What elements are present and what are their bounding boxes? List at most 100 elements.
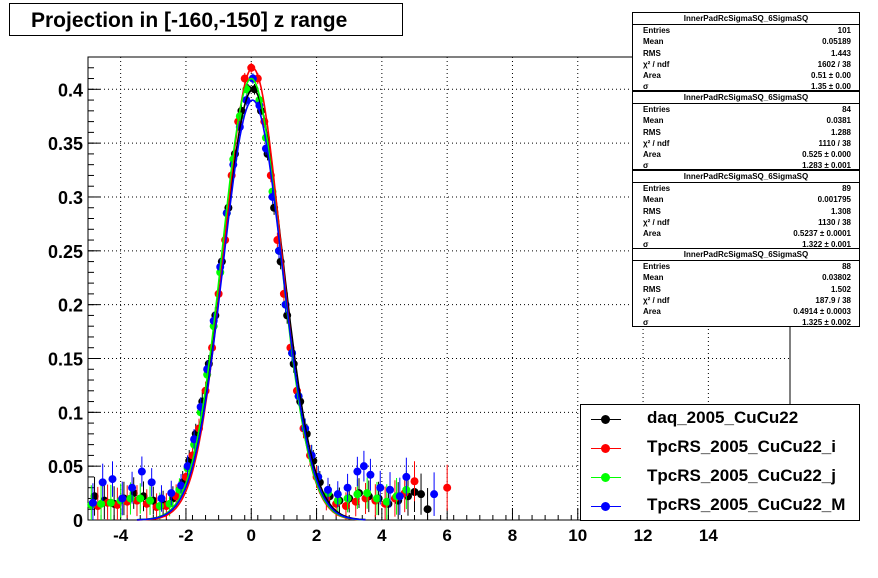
plot-title: Projection in [-160,-150] z range [9,3,403,36]
stats-key: χ² / ndf [643,59,669,70]
data-point [360,462,368,470]
legend-entry-tpcrs-i: TpcRS_2005_CuCu22_i [581,434,859,463]
stats-value: 88 [842,261,851,272]
data-point [89,499,97,507]
stats-row: Area 0.4914 ± 0.0003 [633,306,859,317]
y-tick-label: 0.35 [48,134,83,154]
stats-box-3: InnerPadRcSigmaSQ_6SigmaSQ Entries 89 Mean 0… [632,170,860,249]
data-point [324,486,332,494]
stats-key: χ² / ndf [643,217,669,228]
data-point [108,475,116,483]
x-tick-label: -2 [178,526,193,545]
y-tick-label: 0.15 [48,349,83,369]
data-point [411,477,419,485]
data-point [138,468,146,476]
x-tick-label: 6 [442,526,451,545]
stats-key: Mean [643,115,663,126]
stats-row: Entries 101 [633,25,859,36]
stats-value: 0.0381 [827,115,851,126]
x-tick-label: 4 [377,526,387,545]
y-tick-label: 0.3 [58,188,83,208]
data-point [156,502,164,510]
data-point [99,478,107,486]
stats-value: 1.308 [831,206,851,217]
stats-box-1: InnerPadRcSigmaSQ_6SigmaSQ Entries 101 Mean… [632,12,860,91]
stats-key: Mean [643,272,663,283]
x-tick-label: 12 [634,526,653,545]
stats-box-title: InnerPadRcSigmaSQ_6SigmaSQ [633,249,859,261]
data-point [148,478,156,486]
data-point [443,484,451,492]
x-tick-label: 0 [247,526,256,545]
stats-value: 1.502 [831,284,851,295]
stats-key: Area [643,149,661,160]
data-point [424,505,432,513]
stats-row: σ 1.325 ± 0.002 [633,317,859,328]
legend-marker [601,415,610,424]
data-point [430,490,438,498]
legend-marker [601,444,610,453]
legend-entry-daq: daq_2005_CuCu22 [581,405,859,434]
stats-key: Area [643,306,661,317]
x-tick-label: 2 [312,526,321,545]
stats-row: χ² / ndf 1130 / 38 [633,217,859,228]
stats-key: RMS [643,206,661,217]
data-point [146,497,154,505]
stats-value: 187.9 / 38 [815,295,851,306]
legend-entry-tpcrs-j: TpcRS_2005_CuCu22_j [581,463,859,492]
stats-row: Area 0.5237 ± 0.0001 [633,228,859,239]
stats-box-title: InnerPadRcSigmaSQ_6SigmaSQ [633,171,859,183]
stats-key: σ [643,317,648,328]
data-point [97,500,105,508]
stats-value: 89 [842,183,851,194]
data-point [166,500,174,508]
data-point [136,494,144,502]
stats-box-title: InnerPadRcSigmaSQ_6SigmaSQ [633,92,859,104]
stats-row: Area 0.51 ± 0.00 [633,70,859,81]
data-point [344,484,352,492]
stats-row: Mean 0.001795 [633,194,859,205]
data-point [353,490,361,498]
legend-label: TpcRS_2005_CuCu22_M [647,495,845,515]
data-point [376,484,384,492]
legend: daq_2005_CuCu22 TpcRS_2005_CuCu22_i TpcR… [580,404,860,521]
stats-key: χ² / ndf [643,138,669,149]
stats-row: Area 0.525 ± 0.000 [633,149,859,160]
legend-entry-tpcrs-m: TpcRS_2005_CuCu22_M [581,492,859,521]
legend-label: TpcRS_2005_CuCu22_i [647,437,836,457]
stats-row: RMS 1.288 [633,127,859,138]
stats-key: Entries [643,25,670,36]
y-tick-label: 0.1 [58,403,83,423]
stats-key: Entries [643,104,670,115]
stats-value: 0.03802 [822,272,851,283]
data-point [334,490,342,498]
stats-row: RMS 1.443 [633,48,859,59]
legend-marker [601,473,610,482]
stats-row: χ² / ndf 1602 / 38 [633,59,859,70]
stats-row: Mean 0.0381 [633,115,859,126]
y-tick-label: 0.2 [58,296,83,316]
stats-value: 0.5237 ± 0.0001 [793,228,851,239]
stats-value: 1130 / 38 [818,217,851,228]
legend-label: TpcRS_2005_CuCu22_j [647,466,836,486]
stats-row: Mean 0.05189 [633,36,859,47]
stats-row: Entries 88 [633,261,859,272]
data-point [118,494,126,502]
stats-value: 101 [838,25,851,36]
x-tick-label: -4 [113,526,129,545]
stats-row: Entries 89 [633,183,859,194]
data-point [396,492,404,500]
stats-value: 1.325 ± 0.002 [802,317,851,328]
data-point [342,502,350,510]
data-point [126,494,134,502]
y-tick-label: 0.25 [48,242,83,262]
data-point [157,494,165,502]
x-tick-label: 10 [568,526,587,545]
stats-row: Entries 84 [633,104,859,115]
legend-label: daq_2005_CuCu22 [647,408,798,428]
stats-box-title: InnerPadRcSigmaSQ_6SigmaSQ [633,13,859,25]
stats-key: Area [643,70,661,81]
data-point [353,468,361,476]
data-point [366,471,374,479]
stats-row: χ² / ndf 187.9 / 38 [633,295,859,306]
